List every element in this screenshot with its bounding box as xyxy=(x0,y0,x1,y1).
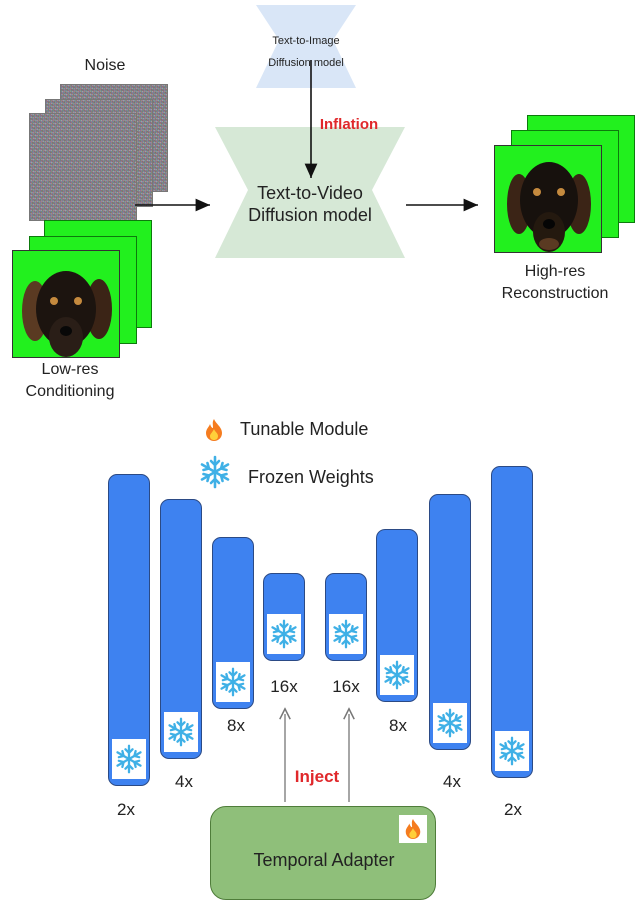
frozen-weights-icon xyxy=(216,662,250,702)
t2v-model-shape xyxy=(215,127,405,258)
frozen-weights-icon xyxy=(380,655,414,695)
t2v-label-line1: Text-to-Video xyxy=(257,183,363,203)
decoder-block-8x xyxy=(376,529,418,702)
frozen-weights-icon xyxy=(433,703,467,743)
scale-label-right-4x: 4x xyxy=(443,772,461,791)
encoder-block-8x xyxy=(212,537,254,709)
encoder-block-16x xyxy=(263,573,305,661)
top-diagram-shapes xyxy=(135,5,478,258)
highres-label-line2: Reconstruction xyxy=(501,285,609,302)
noise-frame-front xyxy=(29,113,137,221)
lowres-label-line2: Conditioning xyxy=(25,383,115,400)
inflation-label: Inflation xyxy=(319,116,379,133)
t2i-label-line1: Text-to-Image xyxy=(272,35,340,47)
lowres-label-line1: Low-res xyxy=(41,361,99,378)
legend-frozen-label: Frozen Weights xyxy=(248,467,374,487)
scale-label-left-16x: 16x xyxy=(270,677,298,696)
frozen-weights-icon xyxy=(495,731,529,771)
t2i-label-line2: Diffusion model xyxy=(268,57,344,69)
scale-label-right-2x: 2x xyxy=(504,800,522,819)
frozen-weights-icon xyxy=(329,614,363,654)
inject-arrows xyxy=(0,700,636,802)
highres-dog-image xyxy=(494,145,602,253)
decoder-block-2x xyxy=(491,466,533,778)
scale-label-right-16x: 16x xyxy=(332,677,360,696)
encoder-block-2x xyxy=(108,474,150,786)
scale-label-right-8x: 8x xyxy=(389,716,407,735)
decoder-block-16x xyxy=(325,573,367,661)
t2i-model-shape xyxy=(256,5,356,88)
frozen-weights-icon xyxy=(164,712,198,752)
temporal-adapter-label: Temporal Adapter xyxy=(253,850,395,870)
frozen-weights-icon xyxy=(267,614,301,654)
snowflake-icon xyxy=(198,455,232,494)
highres-label-line1: High-res xyxy=(524,263,586,280)
noise-label: Noise xyxy=(84,57,126,74)
legend-tunable-label: Tunable Module xyxy=(240,419,369,439)
scale-label-left-8x: 8x xyxy=(227,716,245,735)
tunable-fire-icon xyxy=(399,815,427,843)
t2v-label-line2: Diffusion model xyxy=(248,205,372,225)
lowres-dog-image xyxy=(12,250,120,358)
scale-label-left-4x: 4x xyxy=(175,772,193,791)
encoder-block-4x xyxy=(160,499,202,759)
temporal-adapter-box: Temporal Adapter xyxy=(210,806,436,900)
inject-label: Inject xyxy=(294,767,340,786)
scale-label-left-2x: 2x xyxy=(117,800,135,819)
fire-icon xyxy=(203,418,225,447)
decoder-block-4x xyxy=(429,494,471,750)
frozen-weights-icon xyxy=(112,739,146,779)
